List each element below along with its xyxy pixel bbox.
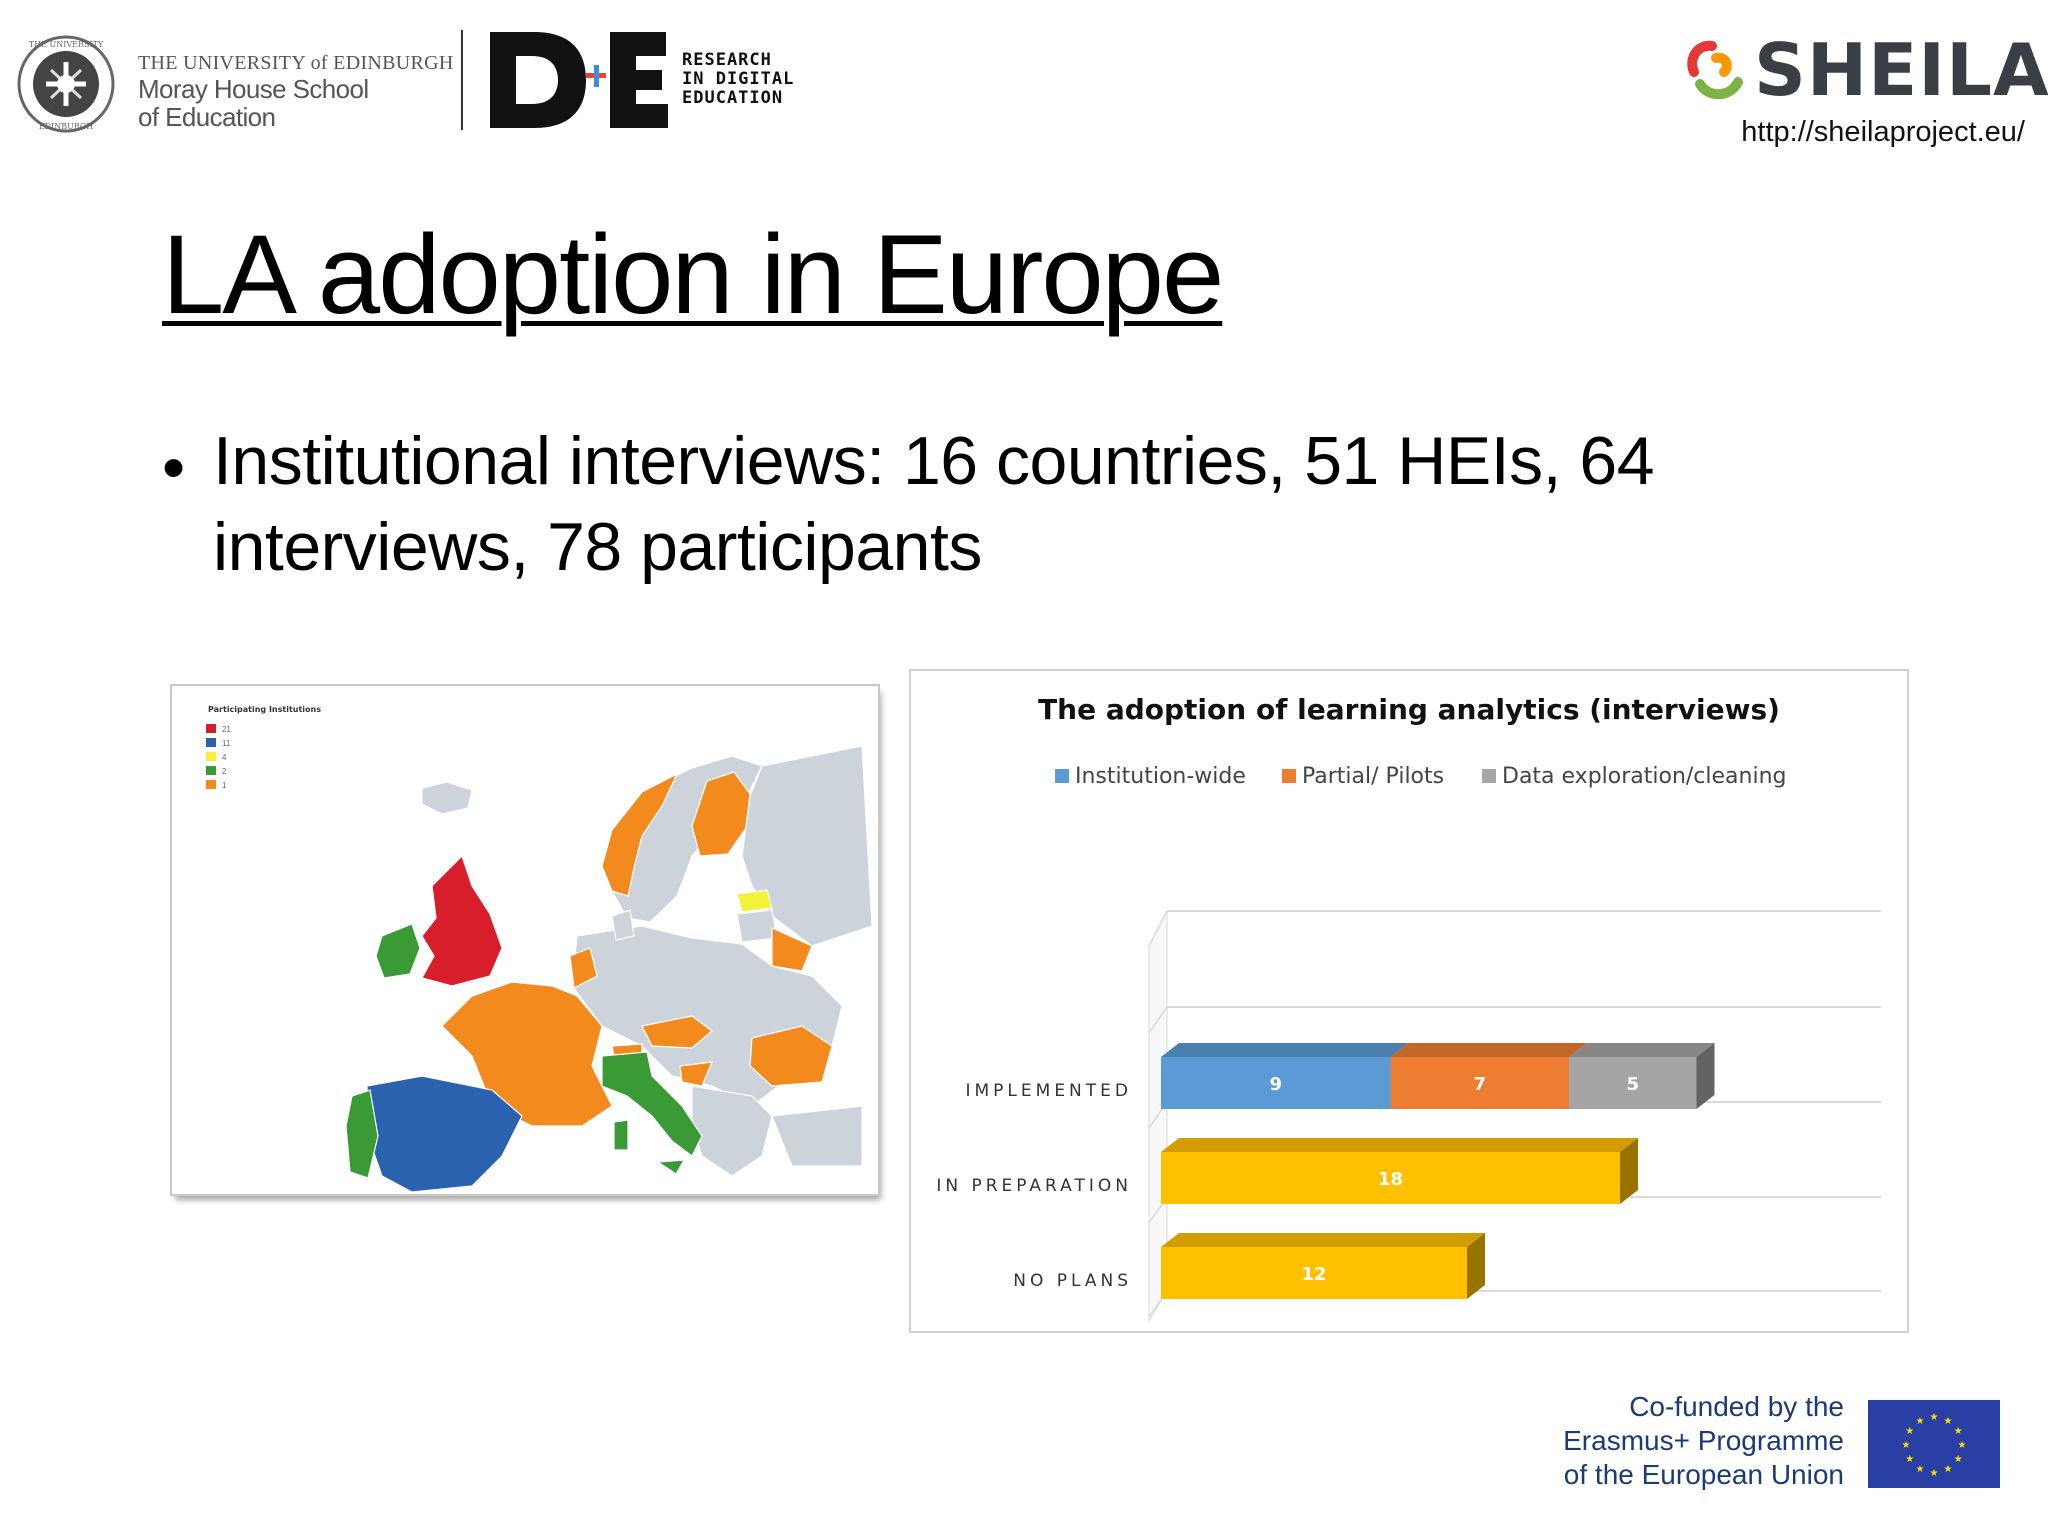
map-legend-label-2: 2 (222, 767, 227, 776)
sheila-url-link[interactable]: http://sheilaproject.eu/ (1741, 116, 2025, 148)
bar-top-partial-pilots-0 (1390, 1043, 1587, 1057)
university-logo-text: THE UNIVERSITY of EDINBURGH Moray House … (138, 52, 454, 132)
bar-count-1 (1161, 1152, 1620, 1204)
bar-count-2 (1161, 1247, 1467, 1299)
bar-institution-wide-0 (1161, 1057, 1391, 1109)
eu-star-icon: ★ (1944, 1464, 1953, 1475)
category-label-in-preparation: IN PREPARATION (936, 1176, 1132, 1196)
sheila-logo-icon (1687, 40, 1743, 100)
map-title: Participating Institutions (208, 705, 321, 714)
erasmus-line2: Erasmus+ Programme (1563, 1425, 1844, 1456)
eu-star-icon: ★ (1902, 1440, 1911, 1451)
bar-data-exploration-cleaning-0 (1569, 1057, 1697, 1109)
de-logo-icon (490, 32, 668, 128)
map-legend-label-11: 11 (222, 739, 231, 748)
eu-star-icon: ★ (1916, 1464, 1925, 1475)
eu-star-icon: ★ (1954, 1426, 1963, 1437)
legend-label-partial-pilots: Partial/ Pilots (1302, 764, 1445, 789)
europe-map-image: Participating Institutions 21 11 4 2 1 (172, 686, 878, 1194)
bar-top-count-1 (1161, 1138, 1638, 1152)
svg-text:THE UNIVERSITY: THE UNIVERSITY (29, 40, 104, 49)
europe-map-svg: Participating Institutions 21 11 4 2 1 (206, 705, 873, 1193)
svg-text:EDINBURGH: EDINBURGH (39, 122, 93, 131)
erasmus-line3: of the European Union (1563, 1459, 1844, 1490)
de-tagline-line3: EDUCATION (682, 88, 784, 108)
map-legend-label-21: 21 (222, 725, 231, 734)
adoption-chart: 9 7 5 18 12 The adoption of learning analyti… (909, 669, 1909, 1333)
legend-label-data-exploration: Data exploration/cleaning (1502, 764, 1787, 789)
bar-partial-pilots-0 (1390, 1057, 1569, 1109)
eu-star-icon: ★ (1944, 1416, 1953, 1427)
eu-flag-background (1868, 1400, 2000, 1488)
map-legend-label-1: 1 (222, 781, 227, 790)
bar-end-1 (1620, 1138, 1638, 1204)
category-label-implemented: IMPLEMENTED (965, 1081, 1132, 1101)
de-tagline: RESEARCH IN DIGITAL EDUCATION (682, 51, 794, 108)
school-name-line1: Moray House School (138, 74, 369, 104)
bar-top-institution-wide-0 (1161, 1043, 1409, 1057)
bar-label-partial-pilots-0: 7 (1473, 1074, 1486, 1095)
bar-end-2 (1467, 1233, 1485, 1299)
bullet-text: Institutional interviews: 16 countries, … (213, 423, 1655, 585)
map-legend: 21 11 4 2 1 (206, 724, 231, 790)
university-name: THE UNIVERSITY of EDINBURGH (138, 52, 454, 74)
eu-star-icon: ★ (1958, 1440, 1967, 1451)
adoption-chart-svg: 9 7 5 18 12 (1148, 910, 1881, 1323)
eu-flag-icon: ★ ★★★★★★★★★★★ (1868, 1400, 2000, 1488)
bar-label-institution-wide-0: 9 (1269, 1074, 1282, 1095)
legend-label-institution-wide: Institution-wide (1075, 764, 1246, 789)
eu-star-icon: ★ (1916, 1416, 1925, 1427)
category-label-no-plans: NO PLANS (1013, 1271, 1132, 1291)
map-legend-swatch-1 (206, 780, 216, 789)
gridline-diag-0 (1148, 910, 1168, 947)
erasmus-line1: Co-funded by the (1629, 1391, 1844, 1422)
bar-label-count-2: 12 (1301, 1264, 1326, 1285)
legend-item-partial-pilots: Partial/ Pilots (1282, 764, 1444, 789)
bullet-point-icon: • (162, 430, 186, 504)
eu-star-icon: ★ (1905, 1454, 1914, 1465)
header-divider (461, 30, 463, 130)
legend-item-data-exploration: Data exploration/cleaning (1482, 764, 1787, 789)
bar-top-data-exploration-cleaning-0 (1569, 1043, 1715, 1057)
eu-star-icon: ★ (1954, 1454, 1963, 1465)
map-legend-swatch-2 (206, 766, 216, 775)
map-legend-swatch-21 (206, 724, 216, 733)
bar-top-count-2 (1161, 1233, 1485, 1247)
map-countries (345, 745, 873, 1193)
school-name-line2: of Education (138, 102, 276, 132)
de-tagline-line2: IN DIGITAL (682, 69, 795, 89)
chart-title: The adoption of learning analytics (inte… (1038, 693, 1780, 726)
university-crest-icon: THE UNIVERSITY EDINBURGH (17, 35, 115, 133)
bar-label-data-exploration-cleaning-0: 5 (1626, 1074, 1639, 1095)
legend-swatch-institution-wide (1055, 769, 1069, 783)
eu-star-icon: ★ (1930, 1468, 1939, 1479)
erasmus-funding-text: Co-funded by the Erasmus+ Programme of t… (1520, 1390, 1844, 1492)
map-legend-swatch-4 (206, 752, 216, 761)
gridline-diag-1 (1148, 1006, 1168, 1034)
slide-title: LA adoption in Europe (162, 212, 1224, 337)
legend-swatch-data-exploration (1482, 769, 1496, 783)
legend-item-institution-wide: Institution-wide (1055, 764, 1246, 789)
eu-star-icon: ★ (1905, 1426, 1914, 1437)
legend-swatch-partial-pilots (1282, 769, 1296, 783)
sheila-wordmark: SHEILA (1754, 28, 2048, 112)
bar-end-0 (1696, 1043, 1715, 1109)
de-tagline-line1: RESEARCH (682, 50, 772, 70)
eu-star-icon: ★ (1930, 1412, 1939, 1423)
map-legend-swatch-11 (206, 738, 216, 747)
bar-label-count-1: 18 (1378, 1169, 1403, 1190)
map-legend-label-4: 4 (222, 753, 227, 762)
